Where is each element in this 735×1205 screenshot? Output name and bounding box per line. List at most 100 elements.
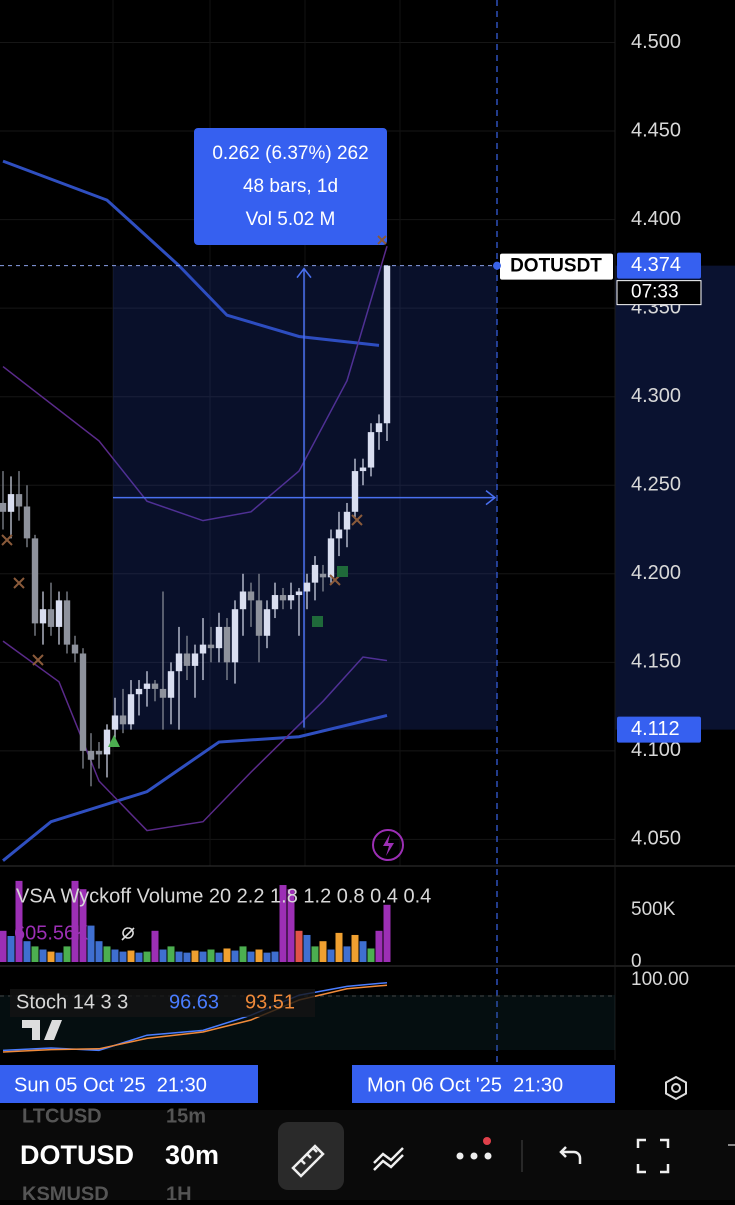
candle-body bbox=[231, 609, 239, 663]
price-tick-label: 4.050 bbox=[631, 828, 681, 850]
volume-bar bbox=[343, 946, 351, 962]
price-tick-label: 4.100 bbox=[631, 739, 681, 761]
volume-bar bbox=[295, 930, 303, 962]
volume-title: VSA Wyckoff Volume 20 2.2 1.8 1.2 0.8 0.… bbox=[16, 885, 431, 907]
ruler-icon bbox=[291, 1144, 325, 1178]
stoch-pane: 100.00 Stoch 14 3 3 96.63 93.51 bbox=[0, 969, 689, 1053]
stoch-title: Stoch 14 3 3 bbox=[16, 991, 128, 1013]
candle-body bbox=[327, 538, 335, 578]
price-tick-label: 4.200 bbox=[631, 562, 681, 584]
stoch-k-value: 96.63 bbox=[169, 991, 219, 1013]
price-tick-label: 4.300 bbox=[631, 385, 681, 407]
candle-body bbox=[247, 591, 255, 601]
candle-body bbox=[47, 609, 55, 627]
volume-bar bbox=[279, 885, 287, 962]
stoch-line bbox=[2, 984, 388, 1053]
range-start-tag bbox=[0, 1065, 258, 1103]
volume-value: 605.56K bbox=[14, 922, 89, 944]
candle-body bbox=[263, 609, 271, 636]
volume-bar bbox=[255, 949, 263, 962]
interval-button[interactable]: 30m bbox=[165, 1140, 219, 1170]
candle-body bbox=[127, 694, 135, 725]
candles bbox=[0, 265, 391, 787]
adjacent-interval[interactable]: 1H bbox=[166, 1183, 192, 1205]
price-tick-label: 4.150 bbox=[631, 651, 681, 673]
volume-bar bbox=[287, 889, 295, 962]
measure-label: 48 bars, 1d bbox=[243, 176, 338, 197]
range-end-label: Mon 06 Oct '25 21:30 bbox=[367, 1074, 563, 1096]
alert-icon[interactable] bbox=[372, 829, 404, 861]
volume-bar bbox=[159, 949, 167, 962]
volume-bar bbox=[151, 930, 159, 962]
volume-bar bbox=[39, 949, 47, 962]
volume-bar bbox=[135, 952, 143, 962]
candle-body bbox=[63, 600, 71, 645]
volume-bar bbox=[71, 880, 79, 962]
measure-label: 0.262 (6.37%) 262 bbox=[212, 143, 368, 164]
volume-bar bbox=[311, 946, 319, 962]
visibility-icon bbox=[121, 927, 135, 941]
indicator-line bbox=[2, 640, 388, 832]
volume-bar bbox=[303, 934, 311, 962]
candle-body bbox=[79, 653, 87, 751]
candle-body bbox=[15, 494, 23, 507]
candle-body bbox=[351, 471, 359, 512]
symbol-button[interactable]: DOTUSD bbox=[20, 1140, 134, 1170]
more-button[interactable] bbox=[456, 1137, 492, 1160]
overlays bbox=[2, 159, 388, 862]
candle-body bbox=[87, 750, 95, 760]
volume-bar bbox=[231, 950, 239, 962]
settings-button[interactable] bbox=[665, 1075, 687, 1101]
candle-body bbox=[39, 609, 47, 624]
candle-body bbox=[191, 653, 199, 666]
signal-square bbox=[312, 616, 323, 627]
candle-body bbox=[303, 582, 311, 592]
candle-body bbox=[31, 538, 39, 624]
candle-body bbox=[23, 506, 31, 539]
volume-bar bbox=[367, 948, 375, 962]
volume-pane: 0 500K VSA Wyckoff Volume 20 2.2 1.8 1.2 0… bbox=[0, 880, 676, 972]
volume-bar bbox=[375, 930, 383, 962]
toolbar bbox=[0, 1110, 735, 1200]
volume-bar bbox=[383, 904, 391, 962]
volume-bar bbox=[23, 941, 31, 962]
volume-bar bbox=[87, 925, 95, 962]
candle-body bbox=[159, 688, 167, 698]
candle-body bbox=[0, 502, 7, 512]
measure-label-box bbox=[194, 128, 387, 245]
candle-body bbox=[143, 683, 151, 689]
candle-body bbox=[255, 600, 263, 636]
volume-bar bbox=[143, 951, 151, 962]
adjacent-symbol[interactable]: LTCUSD bbox=[22, 1105, 102, 1127]
candle-body bbox=[119, 715, 127, 725]
ruler-button[interactable] bbox=[278, 1122, 344, 1190]
volume-bar bbox=[31, 946, 39, 962]
volume-bar bbox=[111, 949, 119, 962]
candle-body bbox=[271, 595, 279, 610]
volume-bar bbox=[7, 936, 15, 962]
candle-body bbox=[111, 715, 119, 730]
volume-bar bbox=[183, 952, 191, 962]
signal-triangle bbox=[108, 735, 120, 747]
candle-body bbox=[287, 595, 295, 601]
volume-bar bbox=[335, 932, 343, 962]
alert-icon-glyph bbox=[383, 834, 394, 856]
volume-bar bbox=[199, 951, 207, 962]
adjacent-interval[interactable]: 15m bbox=[166, 1105, 206, 1127]
countdown-label: 07:33 bbox=[631, 282, 679, 303]
candle-body bbox=[223, 626, 231, 663]
symbol-tag bbox=[500, 253, 613, 280]
volume-bar bbox=[15, 880, 23, 962]
fullscreen-button[interactable] bbox=[636, 1138, 670, 1174]
volume-bar bbox=[239, 946, 247, 962]
adjacent-symbol[interactable]: KSMUSD bbox=[22, 1183, 109, 1205]
drawings-button[interactable] bbox=[373, 1147, 404, 1171]
volume-bar bbox=[327, 949, 335, 962]
candle-body bbox=[95, 750, 103, 755]
candle-body bbox=[71, 644, 79, 654]
candle-body bbox=[319, 573, 327, 578]
candle-body bbox=[311, 564, 319, 583]
price-tick-label: 4.400 bbox=[631, 208, 681, 230]
candle-body bbox=[199, 644, 207, 654]
undo-button[interactable] bbox=[559, 1146, 582, 1164]
